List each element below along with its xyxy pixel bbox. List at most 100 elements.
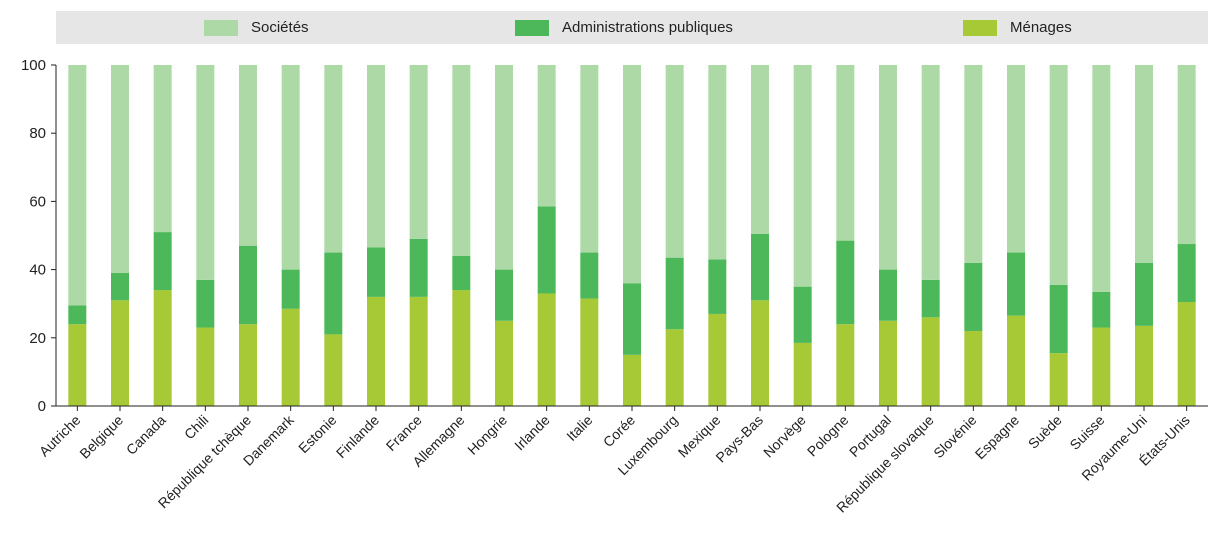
legend-swatch-menages — [963, 19, 997, 36]
x-tick-label-slovenie: Slovénie — [930, 412, 979, 461]
bar-societes-france — [409, 65, 428, 239]
bar-societes-portugal — [879, 65, 897, 270]
bar-menages-chili — [196, 327, 215, 406]
bar-menages-royaume-uni — [1135, 325, 1153, 406]
y-tick-label-20: 20 — [29, 330, 46, 347]
bar-menages-pologne — [836, 324, 855, 406]
bar-societes-chili — [196, 65, 215, 280]
bar-menages-hongrie — [495, 320, 513, 406]
chart-legend: Sociétés Administrations publiques Ménag… — [56, 11, 1208, 44]
x-tick-label-autriche: Autriche — [36, 412, 84, 460]
bar-societes-danemark — [281, 65, 300, 270]
bar-menages-france — [409, 296, 428, 406]
bar-menages-coree — [623, 354, 641, 406]
legend-swatch-administrations — [515, 19, 549, 36]
bar-societes-suede — [1049, 65, 1068, 285]
y-tick-label-100: 100 — [21, 57, 46, 74]
bar-societes-belgique — [111, 65, 129, 274]
bar-menages-etats-unis — [1177, 301, 1196, 406]
bar-menages-autriche — [68, 324, 87, 406]
bar-societes-luxembourg — [665, 65, 684, 258]
bar-societes-irlande — [537, 65, 556, 207]
x-tick-label-norvege: Norvège — [760, 412, 809, 461]
bar-administrations-publiques-hongrie — [495, 269, 513, 321]
bar-societes-mexique — [708, 65, 727, 260]
bar-societes-hongrie — [495, 65, 513, 270]
bar-administrations-publiques-espagne — [1007, 252, 1025, 316]
bar-administrations-publiques-pays-bas — [751, 233, 769, 301]
bar-menages-canada — [153, 290, 172, 406]
bar-societes-slovenie — [964, 65, 983, 263]
x-tick-label-coree: Corée — [600, 412, 638, 450]
y-tick-label-80: 80 — [29, 125, 46, 142]
y-tick-label-0: 0 — [38, 398, 46, 415]
bar-societes-pologne — [836, 65, 855, 241]
bar-menages-italie — [580, 298, 599, 406]
legend-item-societes: Sociétés — [204, 11, 309, 44]
bar-administrations-publiques-mexique — [708, 259, 727, 314]
bar-administrations-publiques-belgique — [111, 273, 129, 301]
bar-menages-luxembourg — [665, 329, 684, 406]
bar-administrations-publiques-estonie — [324, 252, 343, 335]
legend-item-menages: Ménages — [963, 11, 1072, 44]
bar-societes-espagne — [1007, 65, 1025, 253]
x-tick-label-italie: Italie — [563, 412, 595, 444]
bar-menages-republique-slovaque — [921, 317, 940, 406]
bar-menages-portugal — [879, 320, 897, 406]
x-tick-label-chili: Chili — [181, 412, 212, 443]
legend-label-administrations: Administrations publiques — [562, 19, 733, 36]
x-tick-label-hongrie: Hongrie — [464, 412, 510, 458]
bar-societes-allemagne — [452, 65, 471, 256]
x-tick-label-finlande: Finlande — [333, 412, 382, 461]
legend-swatch-societes — [204, 19, 238, 36]
bar-administrations-publiques-suede — [1049, 284, 1068, 354]
bar-administrations-publiques-canada — [153, 232, 172, 291]
bar-menages-suisse — [1092, 327, 1111, 406]
bar-societes-canada — [153, 65, 172, 233]
bar-menages-mexique — [708, 313, 727, 406]
x-tick-label-pologne: Pologne — [804, 412, 852, 460]
bar-administrations-publiques-slovenie — [964, 262, 983, 331]
bar-administrations-publiques-royaume-uni — [1135, 262, 1153, 326]
bar-menages-slovenie — [964, 330, 983, 406]
bar-menages-belgique — [111, 300, 129, 406]
bar-administrations-publiques-autriche — [68, 305, 87, 325]
legend-item-administrations: Administrations publiques — [515, 11, 733, 44]
bar-societes-etats-unis — [1177, 65, 1196, 245]
x-tick-label-canada: Canada — [123, 412, 169, 458]
bar-societes-royaume-uni — [1135, 65, 1153, 263]
bar-menages-finlande — [367, 296, 385, 406]
bar-administrations-publiques-allemagne — [452, 255, 471, 291]
bar-menages-irlande — [537, 293, 556, 406]
y-tick-label-60: 60 — [29, 193, 46, 210]
bar-administrations-publiques-coree — [623, 283, 641, 355]
bar-administrations-publiques-danemark — [281, 269, 300, 309]
bar-societes-suisse — [1092, 65, 1111, 292]
bar-menages-pays-bas — [751, 300, 769, 406]
bar-societes-autriche — [68, 65, 87, 306]
bar-societes-coree — [623, 65, 641, 284]
bar-administrations-publiques-italie — [580, 252, 599, 299]
y-tick-label-40: 40 — [29, 262, 46, 279]
bar-administrations-publiques-chili — [196, 279, 215, 328]
x-tick-label-suisse: Suisse — [1066, 412, 1107, 453]
bar-societes-estonie — [324, 65, 343, 253]
bar-societes-finlande — [367, 65, 385, 248]
bar-administrations-publiques-france — [409, 238, 428, 297]
bar-administrations-publiques-suisse — [1092, 291, 1111, 328]
x-tick-label-espagne: Espagne — [972, 412, 1023, 463]
bar-administrations-publiques-republique-slovaque — [921, 279, 940, 318]
x-tick-label-irlande: Irlande — [511, 412, 553, 454]
legend-label-menages: Ménages — [1010, 19, 1072, 36]
bar-administrations-publiques-portugal — [879, 269, 897, 321]
x-tick-label-france: France — [383, 412, 425, 454]
bar-societes-italie — [580, 65, 599, 253]
bar-menages-estonie — [324, 334, 343, 406]
bar-societes-republique-slovaque — [921, 65, 940, 280]
x-tick-label-pays-bas: Pays-Bas — [712, 412, 766, 466]
bar-administrations-publiques-pologne — [836, 240, 855, 325]
bar-administrations-publiques-luxembourg — [665, 257, 684, 330]
legend-label-societes: Sociétés — [251, 19, 309, 36]
bar-menages-republique-tcheque — [239, 324, 257, 406]
